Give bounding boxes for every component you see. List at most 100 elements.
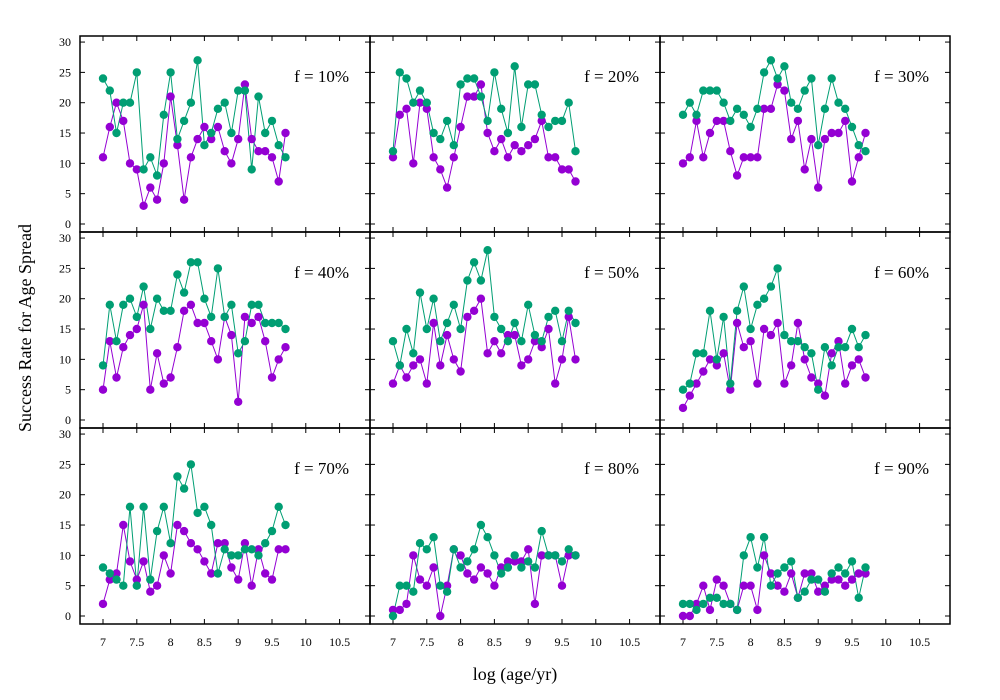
y-tick-label: 5 xyxy=(65,187,71,201)
data-point xyxy=(773,264,782,273)
data-point xyxy=(152,526,162,536)
data-point xyxy=(759,533,769,542)
data-point xyxy=(780,62,789,71)
data-point xyxy=(254,312,263,322)
data-point xyxy=(685,379,694,388)
data-point xyxy=(402,581,411,590)
y-tick-label: 30 xyxy=(59,427,71,441)
data-point xyxy=(544,312,553,322)
data-point xyxy=(274,318,283,328)
data-point xyxy=(220,312,229,322)
data-point xyxy=(544,551,553,560)
y-axis-label: Success Rate for Age Spread xyxy=(15,224,35,432)
data-point xyxy=(551,551,560,560)
data-point xyxy=(705,306,715,315)
x-tick-label: 10.5 xyxy=(909,635,930,649)
x-tick-label: 8 xyxy=(458,635,464,649)
panel-2: f = 20% xyxy=(369,35,661,233)
x-tick-label: 10.5 xyxy=(619,635,640,649)
data-point xyxy=(841,379,850,388)
data-point xyxy=(213,264,223,273)
data-point xyxy=(847,557,857,566)
data-point xyxy=(537,343,546,352)
data-point xyxy=(274,141,283,150)
data-point xyxy=(793,116,803,126)
data-point xyxy=(281,343,290,352)
data-point xyxy=(98,74,108,83)
data-point xyxy=(119,581,128,590)
data-point xyxy=(429,294,438,303)
data-point xyxy=(463,557,472,566)
data-point xyxy=(207,128,216,138)
data-point xyxy=(139,300,148,309)
data-point xyxy=(422,104,431,114)
x-tick-label: 9.5 xyxy=(554,635,569,649)
data-point xyxy=(557,557,567,566)
data-point xyxy=(847,324,857,334)
data-point xyxy=(524,300,533,309)
data-point xyxy=(483,569,492,578)
data-point xyxy=(780,330,789,340)
data-point xyxy=(732,318,742,328)
data-point xyxy=(267,318,277,328)
data-point xyxy=(517,147,526,156)
data-point xyxy=(834,563,843,572)
y-tick-label: 0 xyxy=(65,217,71,231)
data-point xyxy=(429,153,438,162)
data-point xyxy=(537,526,546,536)
data-point xyxy=(213,122,223,132)
data-point xyxy=(220,545,229,554)
data-point xyxy=(200,122,209,132)
data-point xyxy=(227,128,236,138)
data-point xyxy=(726,116,735,126)
data-point xyxy=(267,526,277,536)
data-point xyxy=(699,349,708,358)
data-point xyxy=(719,116,728,126)
data-point xyxy=(415,86,425,95)
data-point xyxy=(240,80,250,89)
data-point xyxy=(759,294,769,303)
data-point xyxy=(854,153,863,162)
data-point xyxy=(544,324,553,334)
data-point xyxy=(234,575,243,584)
y-tick-label: 30 xyxy=(59,231,71,245)
data-point xyxy=(712,86,721,95)
data-point xyxy=(240,86,250,95)
data-point xyxy=(820,343,830,352)
data-point xyxy=(827,349,836,358)
data-point xyxy=(726,379,735,388)
y-tick-label: 15 xyxy=(59,322,71,336)
data-point xyxy=(759,104,769,114)
data-point xyxy=(388,337,398,346)
data-point xyxy=(861,373,870,382)
data-point xyxy=(388,379,398,388)
data-point xyxy=(564,165,573,174)
data-point xyxy=(139,201,148,210)
data-point xyxy=(766,569,776,578)
data-point xyxy=(705,355,715,364)
data-point xyxy=(436,581,445,590)
data-point xyxy=(753,153,762,162)
data-point xyxy=(476,520,486,530)
data-point xyxy=(213,539,223,548)
data-point xyxy=(854,343,863,352)
data-point xyxy=(739,110,748,120)
data-point xyxy=(449,545,458,554)
series-line xyxy=(682,268,866,391)
data-point xyxy=(274,177,283,186)
data-point xyxy=(854,141,863,150)
data-point xyxy=(793,593,803,602)
data-point xyxy=(746,153,755,162)
panel-1: 0 5 10 15 20 25 30 f = 10% xyxy=(59,35,371,233)
data-point xyxy=(524,141,533,150)
data-point xyxy=(685,153,694,162)
data-point xyxy=(503,557,513,566)
series-line xyxy=(102,464,286,587)
y-tick-label: 25 xyxy=(59,65,71,79)
data-point xyxy=(402,373,411,382)
data-point xyxy=(800,587,809,596)
x-tick-label: 9 xyxy=(815,635,821,649)
data-point xyxy=(759,324,769,334)
data-point xyxy=(119,116,128,126)
data-point xyxy=(564,98,573,107)
